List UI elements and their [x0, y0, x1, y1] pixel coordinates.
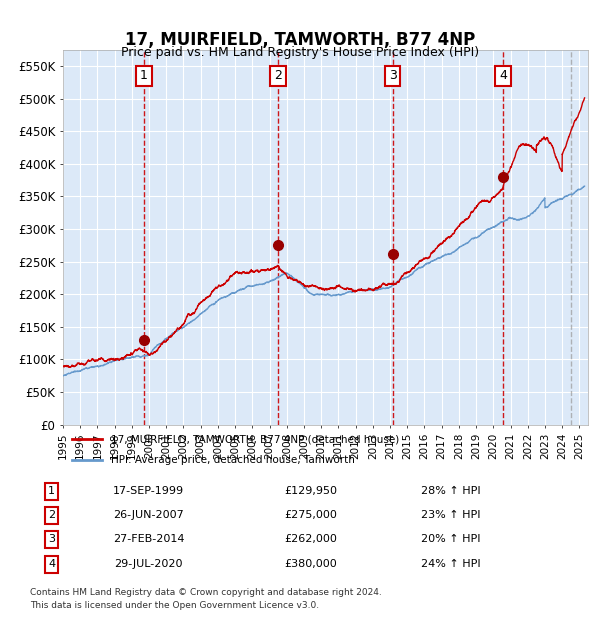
Text: Contains HM Land Registry data © Crown copyright and database right 2024.: Contains HM Land Registry data © Crown c…	[30, 588, 382, 597]
Text: £380,000: £380,000	[284, 559, 337, 569]
Text: £262,000: £262,000	[284, 534, 337, 544]
Text: 17-SEP-1999: 17-SEP-1999	[113, 486, 184, 497]
Text: 4: 4	[48, 559, 55, 569]
Text: Price paid vs. HM Land Registry's House Price Index (HPI): Price paid vs. HM Land Registry's House …	[121, 46, 479, 59]
Text: This data is licensed under the Open Government Licence v3.0.: This data is licensed under the Open Gov…	[30, 601, 319, 611]
Text: 17, MUIRFIELD, TAMWORTH, B77 4NP (detached house): 17, MUIRFIELD, TAMWORTH, B77 4NP (detach…	[110, 434, 399, 444]
Text: 29-JUL-2020: 29-JUL-2020	[115, 559, 183, 569]
Text: 24% ↑ HPI: 24% ↑ HPI	[421, 559, 481, 569]
Text: 17, MUIRFIELD, TAMWORTH, B77 4NP: 17, MUIRFIELD, TAMWORTH, B77 4NP	[125, 31, 475, 49]
Text: £129,950: £129,950	[284, 486, 337, 497]
Text: 1: 1	[140, 69, 148, 82]
Text: 20% ↑ HPI: 20% ↑ HPI	[421, 534, 481, 544]
Text: 28% ↑ HPI: 28% ↑ HPI	[421, 486, 481, 497]
Text: 3: 3	[48, 534, 55, 544]
Text: 2: 2	[274, 69, 282, 82]
Text: 1: 1	[48, 486, 55, 497]
Text: 27-FEB-2014: 27-FEB-2014	[113, 534, 185, 544]
Text: 4: 4	[499, 69, 507, 82]
Text: 26-JUN-2007: 26-JUN-2007	[113, 510, 184, 520]
Text: HPI: Average price, detached house, Tamworth: HPI: Average price, detached house, Tamw…	[110, 455, 355, 465]
Text: £275,000: £275,000	[284, 510, 337, 520]
Text: 3: 3	[389, 69, 397, 82]
Text: 2: 2	[48, 510, 55, 520]
Text: 23% ↑ HPI: 23% ↑ HPI	[421, 510, 481, 520]
